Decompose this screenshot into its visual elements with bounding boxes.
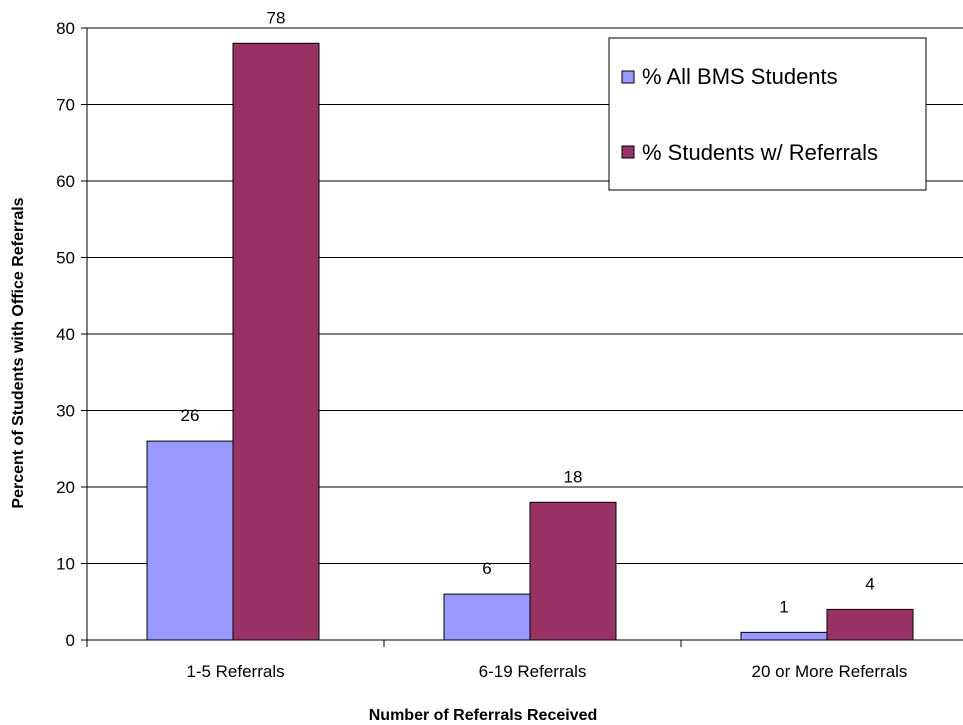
bar-with-referrals (529, 501, 617, 641)
y-tick-label: 50 (56, 249, 75, 268)
data-label: 4 (865, 574, 874, 593)
x-tick-label: 1-5 Referrals (186, 662, 284, 681)
y-tick-label: 60 (56, 172, 75, 191)
bars (146, 42, 914, 641)
x-tick-labels: 1-5 Referrals 6-19 Referrals 20 or More Re… (186, 662, 907, 681)
data-label: 26 (181, 406, 200, 425)
x-tick-label: 20 or More Referrals (752, 662, 908, 681)
legend-label-with-referrals: % Students w/ Referrals (642, 140, 878, 165)
bar-with-referrals (232, 42, 320, 641)
x-tick-label: 6-19 Referrals (479, 662, 587, 681)
bar-with-referrals (826, 608, 914, 641)
legend-label-all-bms: % All BMS Students (642, 64, 838, 89)
bar-all-bms (146, 440, 234, 641)
bar-all-bms (740, 631, 828, 641)
legend-swatch-all-bms (621, 70, 635, 84)
data-label: 78 (267, 8, 286, 27)
legend: % All BMS Students % Students w/ Referra… (608, 37, 927, 191)
data-label: 18 (564, 467, 583, 486)
data-label: 1 (779, 597, 788, 616)
y-tick-label: 10 (56, 555, 75, 574)
y-tick-label: 40 (56, 325, 75, 344)
y-axis-title: Percent of Students with Office Referral… (10, 197, 27, 508)
y-tick-label: 0 (66, 631, 75, 650)
legend-swatch-with-referrals (621, 145, 635, 159)
y-tick-label: 30 (56, 402, 75, 421)
y-tick-label: 20 (56, 478, 75, 497)
axes (81, 27, 963, 647)
data-labels: 26 78 6 18 1 4 (181, 8, 875, 616)
data-label: 6 (482, 559, 491, 578)
x-axis-title: Number of Referrals Received (369, 707, 598, 724)
y-tick-label: 80 (56, 19, 75, 38)
y-tick-label: 70 (56, 96, 75, 115)
y-tick-labels: 0 10 20 30 40 50 60 70 80 (56, 19, 75, 650)
legend-box (608, 37, 927, 191)
bar-all-bms (443, 593, 531, 641)
